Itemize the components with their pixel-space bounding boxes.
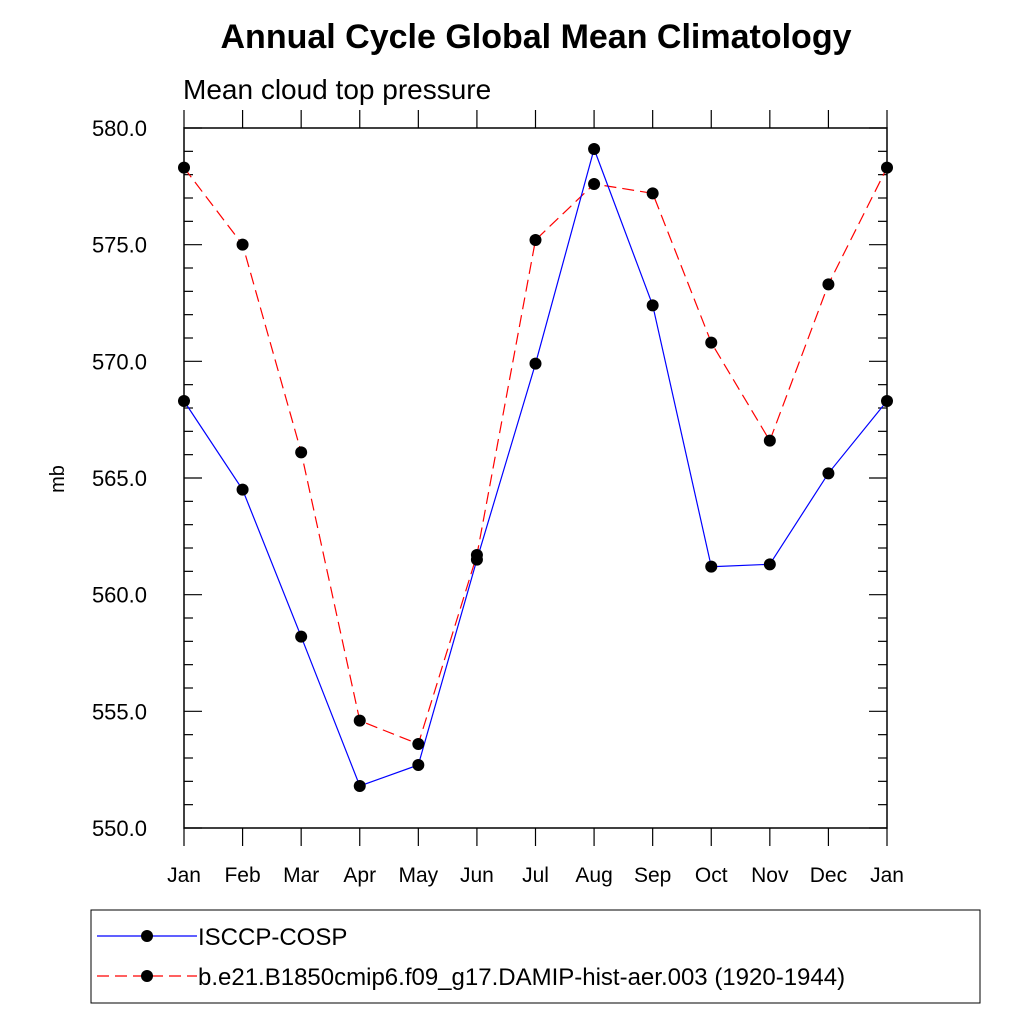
y-tick-label: 570.0 — [92, 349, 147, 374]
x-tick-label: Sep — [634, 864, 671, 887]
x-tick-label: Oct — [695, 864, 728, 887]
y-axis-label: mb — [47, 465, 69, 493]
series-1-point — [470, 553, 483, 566]
series-2-point — [353, 714, 366, 727]
series-1-point — [412, 759, 425, 771]
series-2-point — [236, 238, 249, 251]
series-1-point — [236, 483, 249, 496]
y-tick-label: 555.0 — [92, 699, 147, 724]
legend-marker-series-2 — [141, 970, 153, 982]
legend-label-series-2: b.e21.B1850cmip6.f09_g17.DAMIP-hist-aer.… — [198, 964, 845, 991]
x-tick-label: Jan — [167, 864, 201, 887]
series-2-point — [295, 446, 308, 459]
x-tick-label: Jun — [460, 864, 494, 887]
chart-title: Annual Cycle Global Mean Climatology — [221, 18, 852, 56]
series-layer — [178, 143, 893, 792]
legend: ISCCP-COSP b.e21.B1850cmip6.f09_g17.DAMI… — [90, 909, 981, 1004]
series-2-point — [646, 187, 659, 200]
series-2-point — [822, 278, 835, 291]
x-tick-label: Jan — [870, 864, 904, 887]
series-1-point — [353, 780, 366, 792]
series-line-2 — [183, 167, 888, 745]
series-2-point — [763, 434, 776, 447]
series-1-point — [763, 558, 776, 571]
series-1-point — [646, 299, 659, 312]
legend-box — [90, 909, 981, 1004]
series-1-point — [529, 357, 542, 370]
y-tick-label: 560.0 — [92, 583, 147, 608]
y-tick-label: 565.0 — [92, 466, 147, 491]
series-1-point — [588, 143, 601, 155]
x-tick-label: Mar — [283, 864, 319, 887]
y-tick-label: 550.0 — [92, 816, 147, 841]
series-1-point — [822, 467, 835, 480]
series-1-point — [295, 630, 308, 643]
x-tick-label: Nov — [751, 864, 789, 887]
series-2-point — [412, 738, 425, 750]
series-2-point — [588, 178, 601, 190]
x-tick-label: Aug — [575, 864, 612, 887]
x-tick-label: Jul — [522, 864, 549, 887]
x-tick-label: Dec — [810, 864, 847, 887]
y-tick-labels: 550.0 555.0 560.0 565.0 570.0 575.0 580.0 — [92, 116, 147, 841]
x-tick-label: Feb — [224, 864, 260, 887]
x-tick-label: Apr — [343, 864, 376, 887]
legend-label-series-1: ISCCP-COSP — [198, 924, 347, 951]
y-tick-label: 580.0 — [92, 116, 147, 141]
series-2-point — [705, 336, 718, 349]
y-tick-label: 575.0 — [92, 233, 147, 258]
plot-frame — [183, 127, 888, 829]
x-tick-label: May — [398, 864, 438, 887]
chart-subtitle: Mean cloud top pressure — [183, 74, 491, 105]
series-1-point — [705, 560, 718, 573]
legend-marker-series-1 — [141, 930, 153, 942]
series-2-point — [529, 234, 542, 246]
axis-ticks — [183, 110, 888, 846]
x-tick-labels: Jan Feb Mar Apr May Jun Jul Aug Sep Oct Nov Dec Jan — [167, 864, 904, 887]
